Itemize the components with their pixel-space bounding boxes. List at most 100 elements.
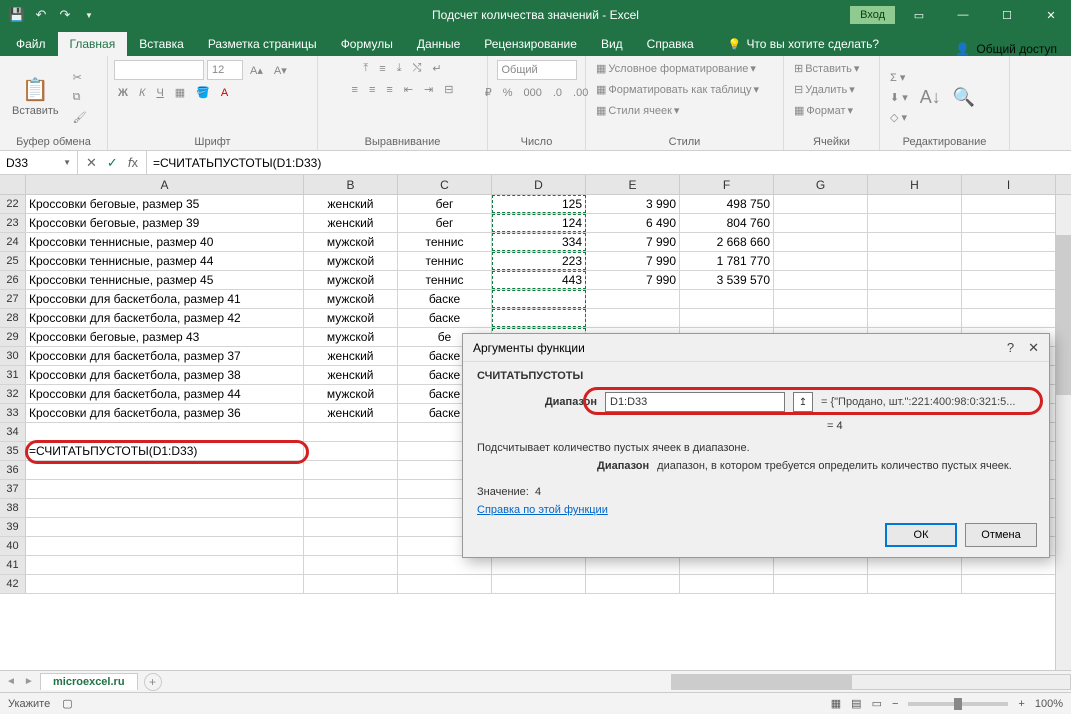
cell[interactable]: [774, 309, 868, 327]
range-picker-icon[interactable]: ↥: [793, 392, 813, 412]
cell[interactable]: 7 990: [586, 233, 680, 251]
cell[interactable]: [962, 556, 1056, 574]
cell[interactable]: 125: [492, 195, 586, 213]
enter-formula-icon[interactable]: ✓: [107, 155, 118, 171]
percent-icon[interactable]: %: [499, 85, 517, 101]
cell[interactable]: [868, 309, 962, 327]
cell[interactable]: [492, 556, 586, 574]
font-family-select[interactable]: [114, 60, 204, 80]
fill-color-icon[interactable]: 🪣: [192, 84, 214, 101]
cell[interactable]: теннис: [398, 233, 492, 251]
align-left-icon[interactable]: ≡: [348, 82, 362, 98]
ribbon-options-icon[interactable]: ▭: [899, 0, 939, 30]
row-header[interactable]: 39: [0, 518, 26, 536]
cell[interactable]: [868, 271, 962, 289]
tab-review[interactable]: Рецензирование: [472, 32, 589, 56]
cell[interactable]: 443: [492, 271, 586, 289]
decrease-indent-icon[interactable]: ⇤: [400, 81, 417, 98]
login-button[interactable]: Вход: [850, 6, 895, 24]
cell[interactable]: [774, 556, 868, 574]
cell[interactable]: [962, 575, 1056, 593]
italic-button[interactable]: К: [135, 85, 149, 101]
align-bottom-icon[interactable]: ⤓: [393, 60, 406, 77]
cell[interactable]: [774, 290, 868, 308]
cell[interactable]: Кроссовки беговые, размер 43: [26, 328, 304, 346]
cell[interactable]: [586, 556, 680, 574]
cell[interactable]: 3 990: [586, 195, 680, 213]
row-header[interactable]: 35: [0, 442, 26, 460]
cell[interactable]: [26, 423, 304, 441]
share-button[interactable]: 👤Общий доступ: [955, 42, 1071, 56]
find-select-icon[interactable]: 🔍: [949, 85, 979, 110]
row-header[interactable]: 40: [0, 537, 26, 555]
cell[interactable]: [586, 575, 680, 593]
format-as-table-button[interactable]: ▦ Форматировать как таблицу ▾: [592, 81, 763, 98]
cell[interactable]: Кроссовки для баскетбола, размер 37: [26, 347, 304, 365]
cell[interactable]: [774, 575, 868, 593]
cell[interactable]: баске: [398, 290, 492, 308]
arg-range-input[interactable]: D1:D33: [605, 392, 785, 412]
row-header[interactable]: 26: [0, 271, 26, 289]
view-normal-icon[interactable]: ▦: [831, 697, 841, 710]
tab-insert[interactable]: Вставка: [127, 32, 196, 56]
cell[interactable]: мужской: [304, 385, 398, 403]
row-header[interactable]: 42: [0, 575, 26, 593]
zoom-in-icon[interactable]: +: [1018, 698, 1024, 710]
cell[interactable]: [868, 233, 962, 251]
fill-icon[interactable]: ⬇ ▾: [886, 89, 912, 106]
next-sheet-icon[interactable]: ►: [24, 676, 34, 687]
cell[interactable]: [868, 556, 962, 574]
cell[interactable]: теннис: [398, 252, 492, 270]
merge-icon[interactable]: ⊟: [440, 81, 457, 98]
wrap-text-icon[interactable]: ↵: [428, 60, 445, 77]
increase-decimal-icon[interactable]: .0: [549, 85, 566, 101]
row-header[interactable]: 27: [0, 290, 26, 308]
currency-icon[interactable]: ₽: [481, 84, 496, 101]
cell[interactable]: мужской: [304, 309, 398, 327]
cell[interactable]: мужской: [304, 271, 398, 289]
conditional-formatting-button[interactable]: ▦ Условное форматирование ▾: [592, 60, 760, 77]
formula-input[interactable]: =СЧИТАТЬПУСТОТЫ(D1:D33): [147, 151, 1071, 174]
chevron-down-icon[interactable]: ▼: [63, 158, 71, 167]
cancel-button[interactable]: Отмена: [965, 523, 1037, 547]
tab-home[interactable]: Главная: [58, 32, 128, 56]
cell[interactable]: [680, 309, 774, 327]
cell[interactable]: [26, 537, 304, 555]
cell[interactable]: 334: [492, 233, 586, 251]
cell[interactable]: [868, 290, 962, 308]
cell[interactable]: Кроссовки для баскетбола, размер 44: [26, 385, 304, 403]
cell[interactable]: 498 750: [680, 195, 774, 213]
format-cells-button[interactable]: ▦ Формат ▾: [790, 102, 857, 119]
cell[interactable]: теннис: [398, 271, 492, 289]
cell[interactable]: [304, 575, 398, 593]
increase-indent-icon[interactable]: ⇥: [420, 81, 437, 98]
tell-me-search[interactable]: Что вы хотите сделать?: [716, 32, 891, 56]
cancel-formula-icon[interactable]: ✕: [86, 155, 97, 171]
cell[interactable]: [304, 480, 398, 498]
cell[interactable]: [304, 461, 398, 479]
horizontal-scrollbar[interactable]: [671, 674, 1071, 690]
cell[interactable]: [774, 271, 868, 289]
row-header[interactable]: 36: [0, 461, 26, 479]
cell[interactable]: Кроссовки теннисные, размер 45: [26, 271, 304, 289]
maximize-icon[interactable]: ☐: [987, 0, 1027, 30]
number-format-select[interactable]: Общий: [497, 60, 577, 80]
cell[interactable]: [680, 290, 774, 308]
row-header[interactable]: 23: [0, 214, 26, 232]
cell[interactable]: 7 990: [586, 252, 680, 270]
cell[interactable]: женский: [304, 404, 398, 422]
cell[interactable]: [774, 214, 868, 232]
row-header[interactable]: 33: [0, 404, 26, 422]
cell[interactable]: Кроссовки для баскетбола, размер 38: [26, 366, 304, 384]
cell[interactable]: [868, 252, 962, 270]
cell[interactable]: [398, 556, 492, 574]
cell[interactable]: [304, 499, 398, 517]
col-header[interactable]: D: [492, 175, 586, 194]
col-header[interactable]: A: [26, 175, 304, 194]
dialog-titlebar[interactable]: Аргументы функции ? ✕: [463, 334, 1049, 362]
row-header[interactable]: 41: [0, 556, 26, 574]
row-header[interactable]: 32: [0, 385, 26, 403]
cell[interactable]: женский: [304, 347, 398, 365]
row-header[interactable]: 22: [0, 195, 26, 213]
row-header[interactable]: 38: [0, 499, 26, 517]
